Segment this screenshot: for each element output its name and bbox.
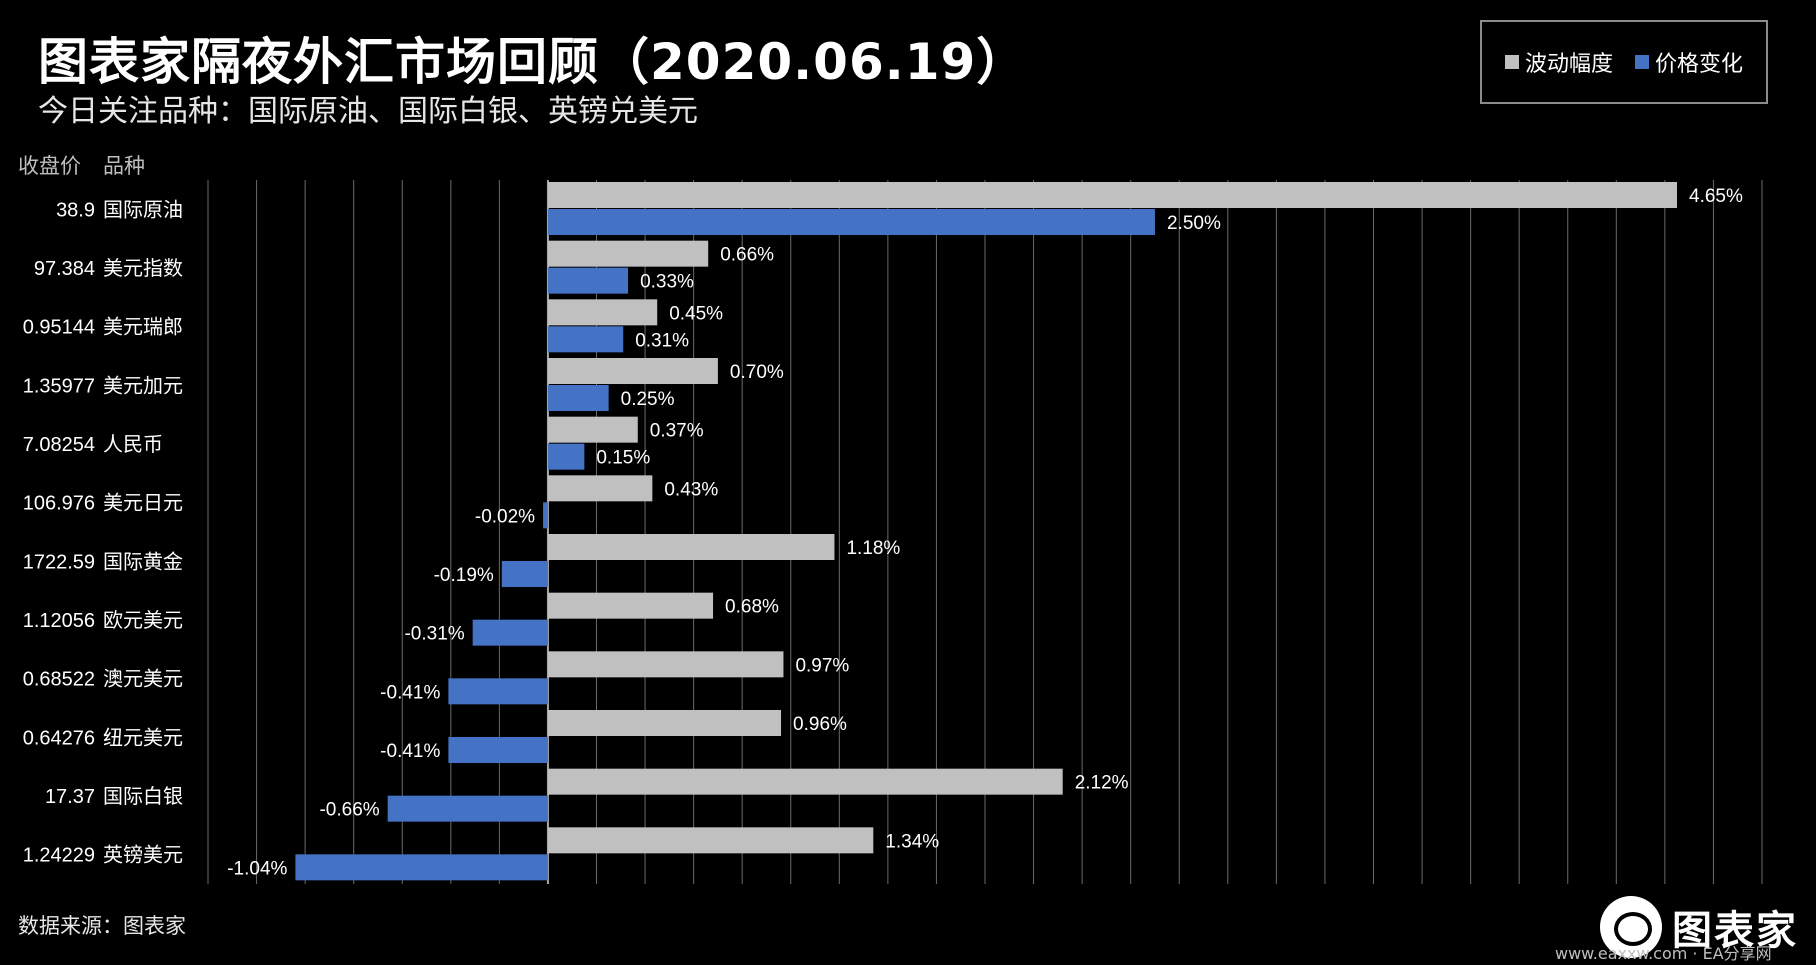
data-label-volatility: 0.97% [795, 655, 849, 676]
page-title: 图表家隔夜外汇市场回顾（2020.06.19） [38, 33, 1028, 91]
close-price-label: 7.08254 [23, 434, 95, 456]
data-label-price-change: 0.33% [640, 272, 694, 293]
category-label: 欧元美元 [103, 608, 183, 632]
category-label: 美元瑞郎 [103, 315, 183, 339]
bar-price-change [448, 737, 548, 763]
bar-price-change [543, 502, 548, 529]
bar-volatility [547, 592, 714, 619]
bar-price-change [448, 678, 548, 705]
legend-swatch-price-change [1635, 55, 1649, 69]
legend-swatch-volatility [1504, 55, 1519, 69]
data-label-price-change: 0.15% [596, 448, 650, 469]
data-label-volatility: 4.65% [1689, 186, 1743, 207]
page-subtitle: 今日关注品种：国际原油、国际白银、英镑兑美元 [38, 94, 698, 129]
close-price-label: 97.384 [34, 258, 95, 280]
column-header-instrument: 品种 [103, 154, 145, 178]
close-price-label: 1.12056 [23, 610, 95, 632]
data-label-volatility: 0.96% [793, 714, 847, 735]
brand-logo: 图表家 [1600, 896, 1812, 962]
data-label-volatility: 2.12% [1075, 773, 1129, 794]
bar-volatility [547, 475, 653, 502]
close-price-label: 17.37 [45, 786, 95, 808]
category-label: 国际白银 [103, 784, 183, 808]
bar-volatility [547, 182, 1678, 208]
bar-volatility [547, 358, 718, 384]
data-label-price-change: 0.31% [635, 330, 689, 351]
bar-volatility [547, 651, 784, 678]
bar-price-change [547, 209, 1155, 235]
data-label-volatility: 0.37% [650, 421, 704, 442]
data-label-volatility: 0.66% [720, 245, 774, 266]
column-header-close-price: 收盘价 [18, 154, 81, 178]
bar-price-change [547, 267, 629, 294]
data-label-volatility: 0.68% [725, 597, 779, 618]
data-label-price-change: 2.50% [1167, 213, 1221, 234]
category-label: 纽元美元 [103, 725, 183, 749]
bar-volatility [547, 768, 1063, 795]
category-label: 美元指数 [103, 256, 183, 280]
data-label-price-change: 0.25% [621, 389, 675, 410]
bar-price-change [547, 326, 624, 353]
category-label: 澳元美元 [103, 667, 183, 691]
bar-volatility [547, 534, 835, 560]
data-source: 数据来源：图表家 [18, 914, 186, 938]
category-label: 人民币 [103, 432, 163, 456]
close-price-label: 1.24229 [23, 845, 95, 867]
data-label-price-change: -0.41% [380, 741, 440, 762]
watermark: www.eaxxw.com · EA分享网 [1555, 944, 1772, 963]
bar-volatility [547, 827, 874, 854]
bar-volatility [547, 299, 658, 326]
logo-mascot-icon [1600, 896, 1662, 958]
bar-price-change [547, 443, 585, 470]
bar-volatility [547, 710, 782, 736]
legend-item-price-change: 价格变化 [1635, 46, 1743, 78]
close-price-label: 38.9 [56, 199, 95, 221]
data-label-volatility: 1.34% [885, 831, 939, 852]
category-label: 国际黄金 [103, 549, 183, 573]
category-label: 美元日元 [103, 491, 183, 515]
bar-price-change [387, 795, 548, 822]
data-label-price-change: -0.31% [404, 624, 464, 645]
bar-price-change [472, 619, 548, 646]
chart-legend: 波动幅度 价格变化 [1480, 20, 1768, 104]
category-label: 国际原油 [103, 197, 183, 221]
close-price-label: 0.68522 [23, 669, 95, 691]
close-price-label: 1722.59 [23, 551, 95, 573]
data-label-price-change: -0.02% [475, 506, 535, 527]
legend-item-volatility: 波动幅度 [1504, 46, 1613, 78]
bar-price-change [547, 385, 609, 411]
logo-text: 图表家 [1672, 908, 1798, 954]
bar-price-change [501, 561, 548, 587]
bar-volatility [547, 416, 638, 443]
close-price-label: 0.64276 [23, 727, 95, 749]
legend-label-volatility: 波动幅度 [1524, 52, 1613, 77]
data-label-volatility: 0.45% [669, 303, 723, 324]
category-label: 美元加元 [103, 373, 183, 397]
data-label-volatility: 0.43% [664, 479, 718, 500]
legend-label-price-change: 价格变化 [1655, 52, 1744, 77]
bar-volatility [547, 240, 709, 267]
data-label-volatility: 0.70% [730, 362, 784, 383]
bar-price-change [295, 854, 548, 881]
close-price-label: 1.35977 [23, 375, 95, 397]
data-label-volatility: 1.18% [846, 538, 900, 559]
data-label-price-change: -0.19% [434, 565, 494, 586]
data-label-price-change: -0.41% [380, 682, 440, 703]
close-price-label: 106.976 [23, 493, 95, 515]
data-label-price-change: -0.66% [319, 800, 379, 821]
data-label-price-change: -1.04% [227, 858, 287, 879]
category-label: 英镑美元 [103, 843, 183, 867]
close-price-label: 0.95144 [23, 317, 95, 339]
